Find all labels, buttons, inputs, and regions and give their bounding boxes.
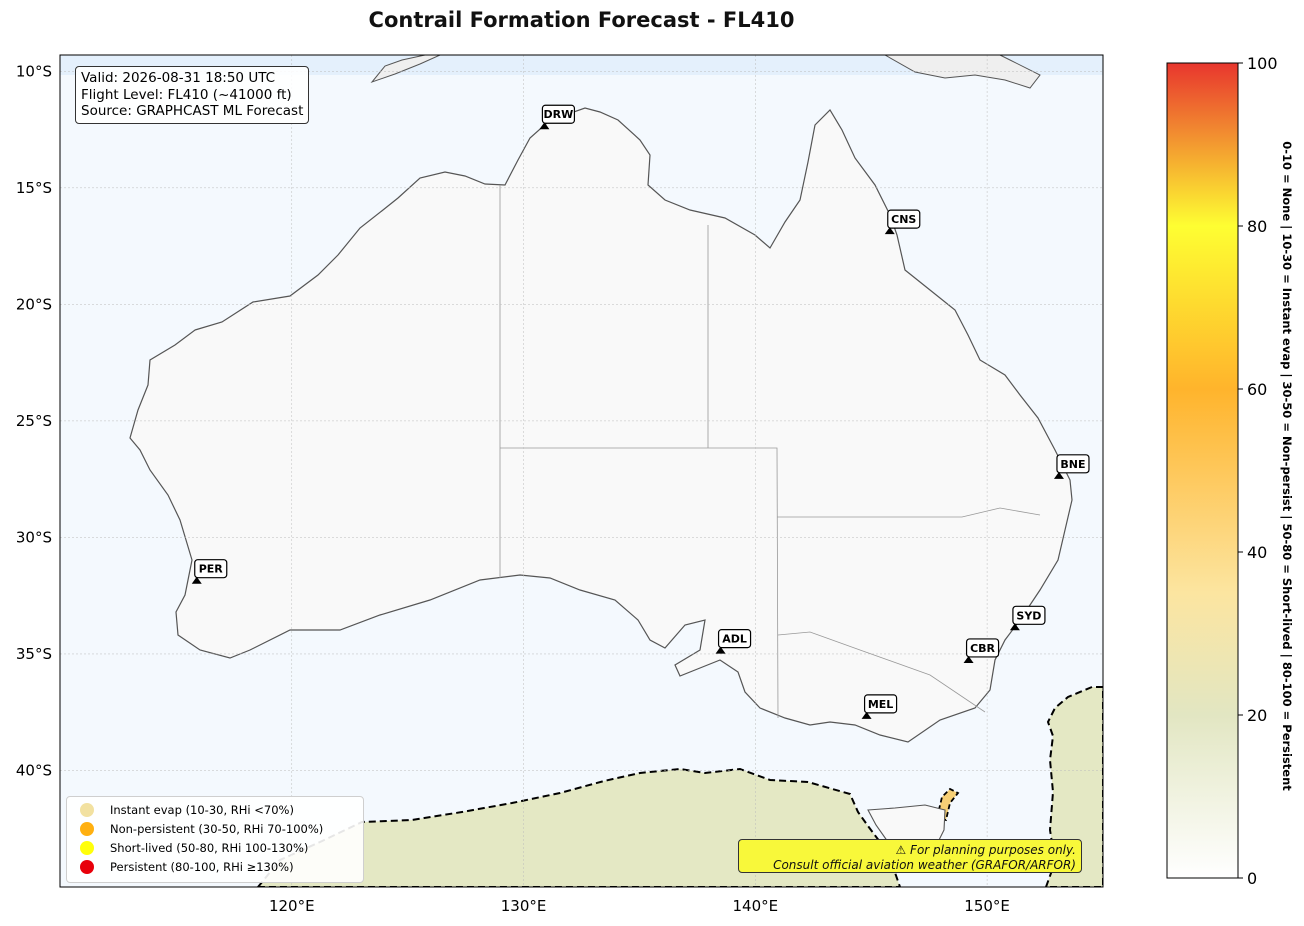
airport-code: DRW	[544, 108, 574, 121]
legend-label: Short-lived (50-80, RHi 100-130%)	[110, 840, 309, 855]
planning-warning: ⚠ For planning purposes only. Consult of…	[738, 839, 1082, 873]
warning-line-2: Consult official aviation weather (GRAFO…	[773, 858, 1076, 872]
legend-label: Persistent (80-100, RHi ≥130%)	[110, 859, 294, 874]
airport-marker-icon	[191, 576, 202, 584]
flight-level: Flight Level: FL410 (~41000 ft)	[81, 86, 292, 103]
airport-marker-icon	[884, 227, 895, 235]
legend-label: Instant evap (10-30, RHi <70%)	[110, 802, 294, 817]
lat-tick-label: 15°S	[16, 179, 52, 197]
airport-adl: ADL	[715, 629, 752, 654]
ocean-top-band	[60, 55, 1103, 75]
airport-label-box	[887, 209, 921, 229]
legend-item-non-persistent: Non-persistent (30-50, RHi 70-100%)	[67, 819, 323, 838]
lon-tick-label: 130°E	[501, 897, 547, 915]
lat-tick-label: 25°S	[16, 412, 52, 430]
airport-markers: DRW CNS BNE PER ADL SYD CBR MEL	[191, 104, 1090, 719]
airport-marker-icon	[539, 122, 550, 130]
airport-cns: CNS	[884, 209, 921, 235]
lat-tick-label: 20°S	[16, 295, 52, 313]
airport-cbr: CBR	[963, 638, 1000, 663]
airport-label-box	[965, 638, 1000, 658]
airport-syd: SYD	[1009, 605, 1046, 631]
longitude-labels: 120°E 130°E 140°E 150°E	[269, 897, 1010, 915]
airport-code: SYD	[1016, 609, 1041, 622]
map-frame	[59, 54, 1104, 888]
legend-item-instant-evap: Instant evap (10-30, RHi <70%)	[67, 800, 294, 819]
lat-tick-label: 30°S	[16, 528, 52, 546]
airport-marker-icon	[715, 646, 726, 654]
legend-swatch	[80, 840, 94, 855]
forecast-source: Source: GRAPHCAST ML Forecast	[81, 103, 304, 119]
lon-tick-label: 140°E	[733, 897, 779, 915]
colorbar-ticks: 0 20 40 60 80 100	[1238, 54, 1278, 888]
airport-marker-icon	[861, 711, 872, 719]
colorbar-tick-label: 0	[1247, 869, 1257, 888]
lat-tick-label: 35°S	[16, 645, 52, 663]
airport-marker-icon	[963, 655, 974, 663]
airport-label-box	[541, 104, 576, 124]
airport-bne: BNE	[1053, 454, 1090, 479]
latitude-labels: 10°S 15°S 20°S 25°S 30°S 35°S 40°S	[16, 62, 52, 779]
airport-drw: DRW	[539, 104, 576, 130]
landmass-new-guinea	[883, 55, 1041, 89]
forecast-info-box: Valid: 2026-08-31 18:50 UTC Flight Level…	[75, 66, 310, 124]
legend-swatch	[80, 859, 94, 874]
lat-tick-label: 40°S	[16, 761, 52, 779]
airport-code: ADL	[722, 633, 747, 646]
lon-tick-label: 120°E	[269, 897, 315, 915]
lon-tick-label: 150°E	[964, 897, 1010, 915]
airport-marker-icon	[1053, 471, 1064, 479]
colorbar-label: 0-10 = None | 10-30 = Instant evap | 30-…	[1280, 141, 1294, 791]
colorbar-tick-label: 20	[1247, 706, 1267, 725]
legend-item-persistent: Persistent (80-100, RHi ≥130%)	[67, 857, 294, 876]
contrail-zone-southeast	[1044, 686, 1103, 887]
airport-code: PER	[199, 563, 224, 576]
colorbar-tick-label: 60	[1247, 380, 1267, 399]
airport-code: MEL	[868, 698, 893, 711]
legend-item-short-lived: Short-lived (50-80, RHi 100-130%)	[67, 838, 308, 857]
legend-swatch	[80, 821, 94, 836]
airport-label-box	[1012, 605, 1046, 625]
state-borders	[499, 185, 1041, 719]
valid-time: Valid: 2026-08-31 18:50 UTC	[81, 70, 276, 86]
landmass-timor	[370, 55, 441, 84]
airport-code: BNE	[1060, 458, 1085, 471]
airport-code: CNS	[891, 213, 916, 226]
airport-marker-icon	[1009, 623, 1020, 631]
map-title: Contrail Formation Forecast - FL410	[368, 8, 795, 32]
airport-label-box	[1056, 454, 1090, 474]
airport-label-box	[863, 694, 898, 714]
colorbar-tick-label: 40	[1247, 543, 1267, 562]
legend: Instant evap (10-30, RHi <70%) Non-persi…	[66, 796, 364, 883]
lat-tick-label: 10°S	[16, 62, 52, 80]
airport-label-box	[717, 629, 752, 649]
legend-swatch	[80, 802, 94, 817]
colorbar-tick-label: 100	[1247, 54, 1278, 73]
airport-code: CBR	[970, 642, 995, 655]
airport-label-box	[194, 559, 228, 579]
colorbar-tick-label: 80	[1247, 217, 1267, 236]
legend-label: Non-persistent (30-50, RHi 70-100%)	[110, 821, 324, 836]
colorbar-gradient	[1166, 62, 1239, 879]
airport-mel: MEL	[861, 694, 898, 719]
warning-line-1: ⚠ For planning purposes only.	[895, 843, 1076, 857]
airport-per: PER	[191, 559, 228, 584]
